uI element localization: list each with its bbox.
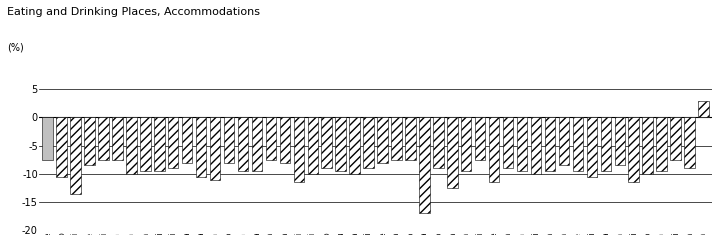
Bar	[321, 118, 332, 168]
Bar	[308, 118, 318, 174]
Bar	[377, 118, 388, 163]
Bar	[670, 118, 681, 160]
Bar	[628, 118, 639, 182]
Bar	[349, 118, 360, 174]
Text: (%): (%)	[7, 42, 24, 52]
Bar	[42, 118, 53, 160]
Bar	[433, 118, 443, 168]
Bar	[154, 118, 164, 171]
Bar	[112, 118, 123, 160]
Bar	[615, 118, 625, 165]
Bar	[517, 118, 528, 171]
Bar	[600, 118, 611, 171]
Bar	[447, 118, 458, 188]
Bar	[238, 118, 248, 171]
Bar	[419, 118, 430, 213]
Bar	[182, 118, 192, 163]
Bar	[70, 118, 81, 194]
Bar	[266, 118, 276, 160]
Bar	[406, 118, 416, 160]
Bar	[252, 118, 262, 171]
Bar	[210, 118, 221, 180]
Bar	[531, 118, 541, 174]
Bar	[168, 118, 178, 168]
Bar	[196, 118, 206, 177]
Bar	[391, 118, 402, 160]
Bar	[559, 118, 569, 165]
Bar	[573, 118, 583, 171]
Bar	[223, 118, 234, 163]
Bar	[56, 118, 67, 177]
Bar	[656, 118, 667, 171]
Bar	[489, 118, 499, 182]
Text: Eating and Drinking Places, Accommodations: Eating and Drinking Places, Accommodatio…	[7, 7, 260, 17]
Bar	[293, 118, 304, 182]
Bar	[126, 118, 136, 174]
Bar	[84, 118, 95, 165]
Bar	[140, 118, 151, 171]
Bar	[684, 118, 695, 168]
Bar	[336, 118, 346, 171]
Bar	[587, 118, 597, 177]
Bar	[475, 118, 486, 160]
Bar	[643, 118, 653, 174]
Bar	[503, 118, 513, 168]
Bar	[698, 101, 709, 118]
Bar	[363, 118, 374, 168]
Bar	[545, 118, 555, 171]
Bar	[99, 118, 109, 160]
Bar	[280, 118, 290, 163]
Bar	[461, 118, 471, 171]
